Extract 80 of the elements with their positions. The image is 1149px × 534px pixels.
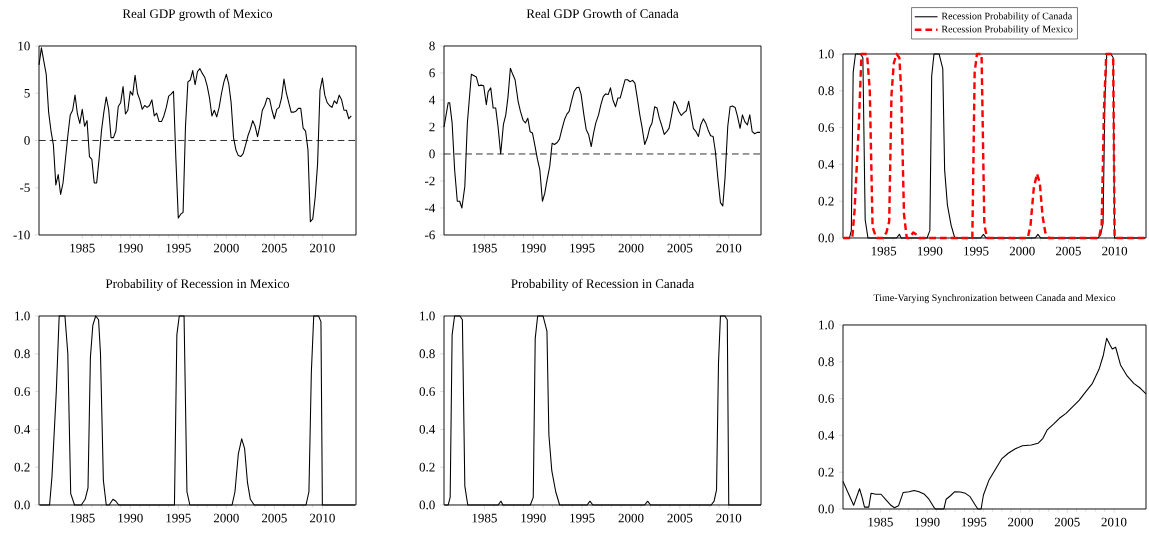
y-tick-label: 0.6: [818, 394, 834, 403]
x-tick-label: 2000: [1009, 246, 1035, 256]
x-tick-label: 2000: [1008, 517, 1034, 527]
y-tick-label: 0.4: [419, 424, 436, 434]
y-tick-label: -5: [19, 183, 30, 193]
y-tick-label: 1.0: [819, 320, 834, 330]
x-tick-label: 2005: [261, 513, 287, 523]
y-tick-label: 0.6: [818, 123, 834, 133]
x-tick-label: 2005: [667, 243, 693, 253]
chart-title: Real GDP Growth of Canada: [526, 8, 679, 19]
x-tick-label: 1995: [964, 246, 989, 256]
x-tick-label: 1985: [868, 517, 893, 527]
x-tick-label: 1995: [570, 513, 595, 523]
x-tick-label: 2010: [309, 243, 335, 253]
chart-title: Probability of Recession in Canada: [511, 278, 695, 291]
x-tick-label: 1990: [521, 243, 546, 253]
y-tick-label: 0.6: [419, 387, 435, 396]
x-tick-label: 1995: [166, 243, 191, 253]
x-tick-label: 1985: [70, 513, 95, 523]
y-tick-label: 0.8: [419, 349, 435, 359]
x-tick-label: 1995: [961, 517, 987, 527]
y-tick-label: 1.0: [819, 49, 834, 59]
y-tick-label: 0.2: [419, 462, 435, 472]
x-tick-label: 2010: [1102, 246, 1128, 256]
legend-label: Recession Probability of Canada: [941, 12, 1073, 22]
x-tick-label: 2005: [261, 243, 287, 253]
y-tick-label: 0.0: [818, 504, 834, 514]
y-tick-label: 0.4: [14, 424, 31, 434]
x-tick-label: 1985: [871, 246, 897, 256]
x-tick-label: 2010: [309, 513, 335, 523]
x-tick-label: 1990: [521, 513, 546, 523]
y-tick-label: -4: [424, 203, 436, 213]
x-tick-label: 1985: [472, 243, 497, 253]
x-tick-label: 2000: [213, 243, 239, 253]
x-tick-label: 1985: [70, 243, 95, 253]
x-tick-label: 2000: [213, 513, 239, 523]
y-tick-label: 0.8: [818, 357, 834, 367]
x-tick-label: 2000: [618, 513, 644, 523]
y-tick-label: 5: [24, 88, 30, 98]
y-tick-label: 0.0: [419, 500, 435, 510]
y-tick-label: 0.4: [818, 159, 835, 169]
x-tick-label: 2005: [667, 513, 693, 523]
legend-label: Recession Probability of Mexico: [941, 25, 1073, 35]
y-tick-label: -6: [424, 230, 435, 240]
y-tick-label: 0.8: [818, 86, 834, 96]
chart-title: Real GDP growth of Mexico: [122, 8, 273, 21]
y-tick-label: 10: [18, 41, 30, 51]
y-tick-label: 8: [429, 41, 435, 51]
x-tick-label: 1990: [118, 513, 143, 523]
y-tick-label: 0.0: [14, 500, 30, 510]
y-tick-label: 6: [429, 68, 435, 78]
y-tick-label: 1.0: [15, 311, 30, 321]
y-tick-label: 0.2: [818, 196, 834, 206]
x-tick-label: 2005: [1055, 246, 1081, 256]
y-tick-label: -2: [424, 176, 435, 186]
y-tick-label: 0.2: [14, 462, 30, 472]
x-tick-label: 1990: [118, 243, 143, 253]
y-tick-label: 0.4: [818, 430, 835, 440]
y-tick-label: 0: [429, 149, 435, 159]
y-tick-label: 1.0: [420, 311, 435, 321]
x-tick-label: 1990: [915, 517, 940, 527]
x-tick-label: 1995: [570, 243, 595, 253]
chart-title: Time-Varying Synchronization between Canada and Mexico: [873, 294, 1116, 304]
y-tick-label: 0.8: [14, 349, 30, 359]
x-tick-label: 2010: [716, 243, 742, 253]
y-tick-label: 0.6: [14, 387, 30, 396]
x-tick-label: 1990: [917, 246, 943, 256]
y-tick-label: 2: [429, 122, 435, 132]
x-tick-label: 1995: [166, 513, 191, 523]
y-tick-label: 4: [429, 95, 436, 105]
x-tick-label: 2010: [1101, 517, 1127, 527]
x-tick-label: 2010: [716, 513, 742, 523]
chart-title: Probability of Recession in Mexico: [105, 278, 290, 291]
x-tick-label: 2000: [618, 243, 644, 253]
x-tick-label: 1985: [472, 513, 497, 523]
y-tick-label: 0.0: [818, 233, 834, 243]
x-tick-label: 2005: [1054, 517, 1080, 527]
y-tick-label: 0: [24, 136, 30, 145]
y-tick-label: -10: [13, 230, 30, 240]
y-tick-label: 0.2: [818, 467, 834, 477]
